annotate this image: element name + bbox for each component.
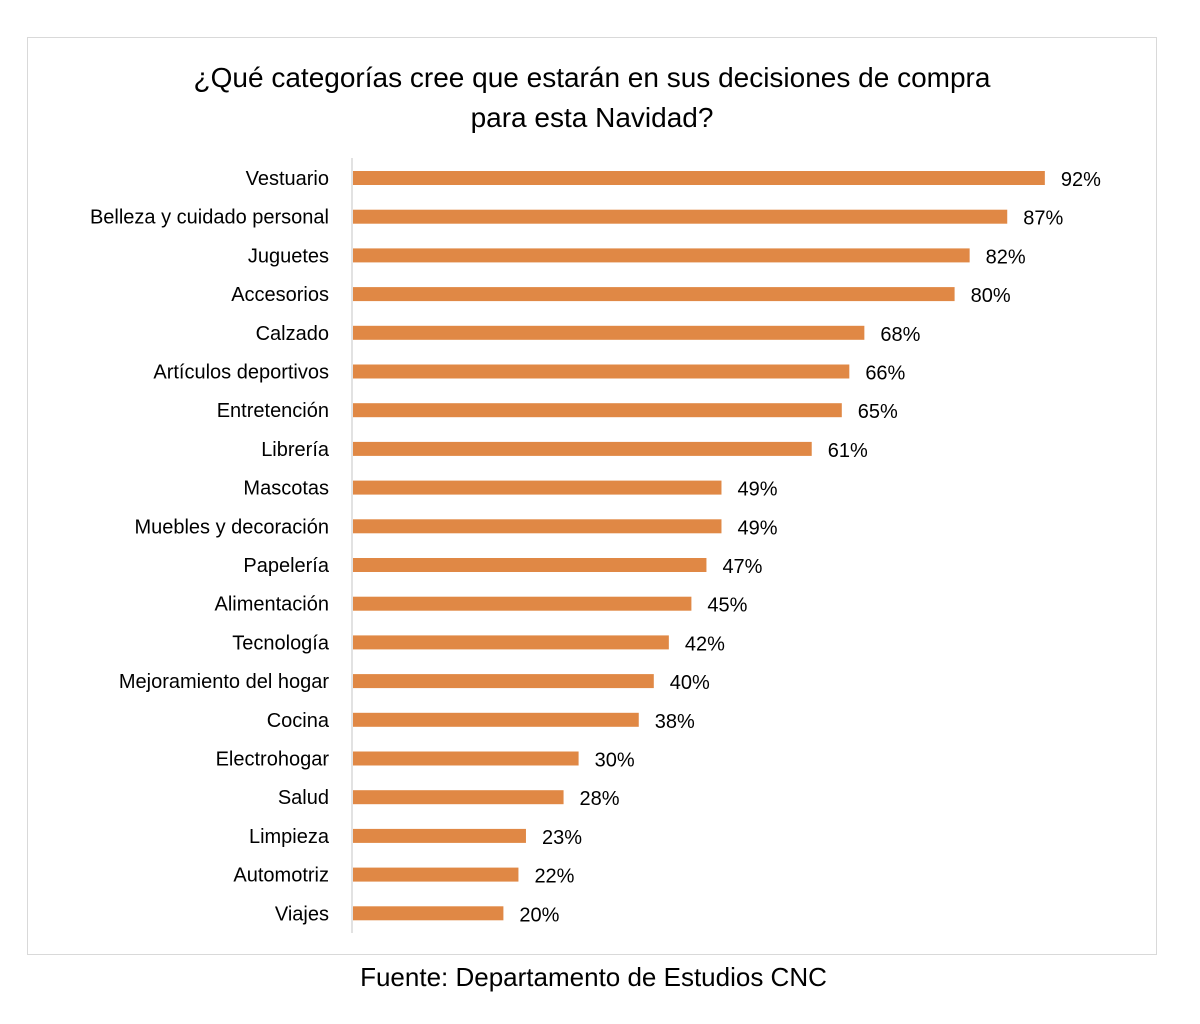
value-label: 49% xyxy=(737,479,777,501)
bar xyxy=(353,171,1045,185)
value-label: 40% xyxy=(670,672,710,694)
bar xyxy=(353,441,812,456)
value-label: 49% xyxy=(737,517,777,539)
category-label: Calzado xyxy=(256,323,329,345)
category-label: Automotriz xyxy=(233,865,329,887)
bar xyxy=(353,519,722,534)
bars xyxy=(353,171,1045,921)
category-label: Muebles y decoración xyxy=(134,516,329,538)
bar xyxy=(353,248,970,263)
category-label: Limpieza xyxy=(249,826,330,848)
chart-title-line-2: para esta Navidad? xyxy=(470,102,714,133)
value-label: 66% xyxy=(865,363,905,385)
bar xyxy=(353,751,579,766)
bar xyxy=(353,287,955,302)
bar xyxy=(353,364,850,379)
category-label: Mascotas xyxy=(243,478,329,500)
bar xyxy=(353,325,865,340)
value-label: 82% xyxy=(986,246,1026,268)
category-label: Vestuario xyxy=(246,168,329,190)
category-label: Electrohogar xyxy=(216,749,330,771)
category-label: Belleza y cuidado personal xyxy=(90,207,329,229)
value-label: 61% xyxy=(828,440,868,462)
category-label: Accesorios xyxy=(231,284,329,306)
bar xyxy=(353,906,504,921)
category-label: Tecnología xyxy=(232,632,330,654)
value-label: 42% xyxy=(685,633,725,655)
value-label: 87% xyxy=(1023,208,1063,230)
bar xyxy=(353,209,1008,224)
value-label: 22% xyxy=(534,866,574,888)
value-label: 47% xyxy=(722,556,762,578)
bar xyxy=(353,790,564,805)
chart-frame xyxy=(27,37,1157,955)
value-label: 65% xyxy=(858,401,898,423)
bar xyxy=(353,596,692,611)
category-label: Librería xyxy=(261,439,330,461)
value-label: 38% xyxy=(655,711,695,733)
chart-title-line-1: ¿Qué categorías cree que estarán en sus … xyxy=(193,62,991,93)
value-label: 80% xyxy=(971,285,1011,307)
category-label: Alimentación xyxy=(214,594,329,616)
bar xyxy=(353,635,669,650)
bar xyxy=(353,674,654,689)
category-label: Salud xyxy=(278,787,329,809)
category-label: Entretención xyxy=(217,400,329,422)
bar xyxy=(353,828,526,843)
value-label: 23% xyxy=(542,827,582,849)
bar xyxy=(353,480,722,495)
value-label: 20% xyxy=(519,904,559,926)
chart-title: ¿Qué categorías cree que estarán en sus … xyxy=(27,58,1157,138)
category-label: Viajes xyxy=(275,903,329,925)
bar xyxy=(353,712,639,727)
value-label: 92% xyxy=(1061,169,1101,191)
category-label: Juguetes xyxy=(248,245,329,267)
value-labels: 92% 87% 82% 80% 68% 66% 65% 61% 49% 49% 47% 45% 42% 4… xyxy=(519,169,1101,926)
bar xyxy=(353,558,707,572)
source-note: Fuente: Departamento de Estudios CNC xyxy=(360,962,827,992)
category-label: Artículos deportivos xyxy=(153,362,329,384)
category-axis-labels: Vestuario Belleza y cuidado personal Jugue… xyxy=(90,168,330,925)
value-label: 68% xyxy=(880,324,920,346)
category-label: Papelería xyxy=(243,555,329,577)
value-label: 30% xyxy=(595,750,635,772)
bar xyxy=(353,403,842,418)
bar xyxy=(353,867,519,882)
value-label: 45% xyxy=(707,595,747,617)
category-label: Mejoramiento del hogar xyxy=(119,671,329,693)
value-label: 28% xyxy=(580,788,620,810)
category-label: Cocina xyxy=(267,710,330,732)
